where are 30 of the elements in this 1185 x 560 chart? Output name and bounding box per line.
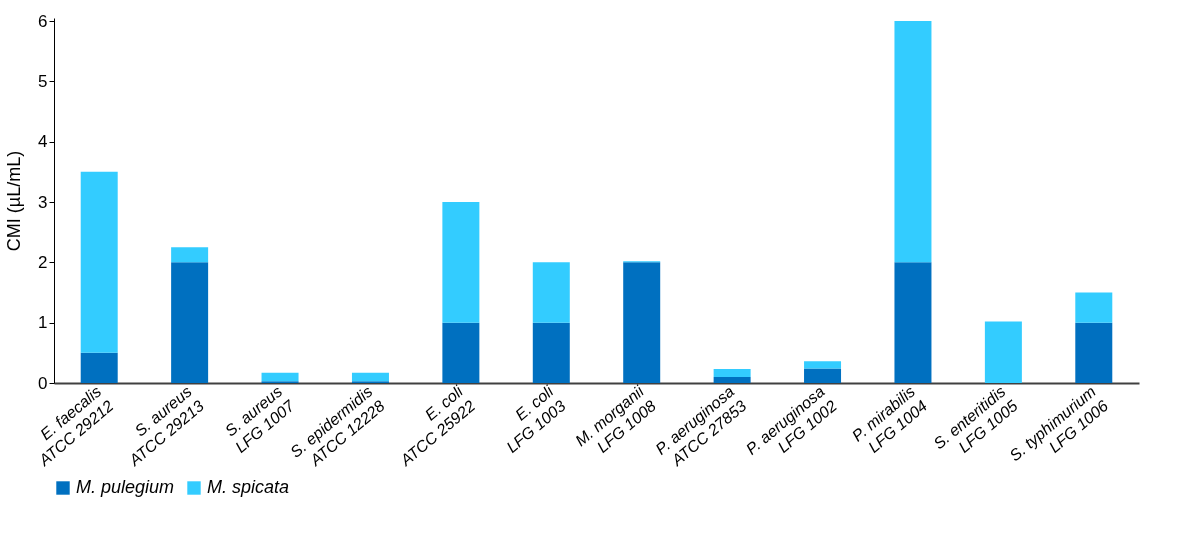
y-tick-label: 6 <box>38 11 48 31</box>
bar <box>894 262 932 383</box>
legend-label: M. pulegium <box>76 477 175 497</box>
bar <box>1075 292 1113 323</box>
bar <box>804 368 842 383</box>
bar <box>1075 322 1113 383</box>
bar <box>80 171 118 353</box>
bar <box>442 202 480 323</box>
bar <box>532 262 570 323</box>
bar <box>171 262 209 383</box>
y-tick-label: 0 <box>38 373 48 393</box>
bar <box>80 352 118 383</box>
y-tick-label: 3 <box>38 192 48 212</box>
bar <box>623 262 661 383</box>
legend-label: M. spicata <box>207 477 290 497</box>
bar <box>713 369 751 377</box>
y-axis-title: CMI (µL/mL) <box>4 150 25 252</box>
bar <box>442 322 480 383</box>
y-tick-label: 4 <box>38 132 48 152</box>
bar <box>532 322 570 383</box>
bar <box>171 247 209 263</box>
bar <box>804 361 842 369</box>
bar <box>894 21 932 263</box>
bar <box>713 376 751 383</box>
y-tick-label: 5 <box>38 71 48 91</box>
bar <box>261 372 299 382</box>
y-tick-label: 2 <box>38 252 48 272</box>
y-tick-label: 1 <box>38 313 48 333</box>
bar <box>984 321 1022 383</box>
bar <box>351 372 389 382</box>
